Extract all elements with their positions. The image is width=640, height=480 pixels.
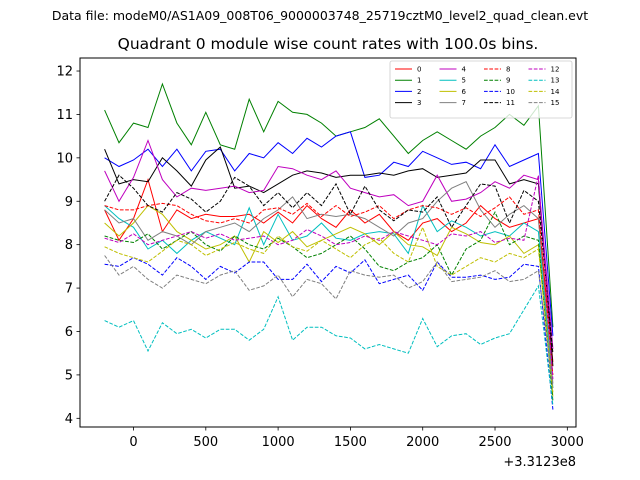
y-tick-label: 9 [65, 195, 73, 210]
legend-label-14: 14 [551, 88, 560, 96]
legend-label-1: 1 [417, 77, 421, 85]
legend-label-10: 10 [506, 88, 515, 96]
series-line-13 [104, 284, 554, 406]
legend-label-0: 0 [417, 66, 421, 74]
x-tick-label: 3000 [551, 435, 584, 450]
series-line-6 [104, 204, 554, 397]
x-axis: 0 500 1000 1500 2000 2500 3000 [129, 427, 584, 450]
series-line-15 [104, 255, 554, 388]
series-line-1 [104, 82, 554, 328]
legend-label-8: 8 [506, 66, 510, 74]
series-line-5 [104, 204, 554, 388]
y-tick-label: 5 [65, 368, 73, 383]
series-line-0 [104, 177, 554, 362]
legend-label-7: 7 [462, 99, 466, 107]
x-tick-label: 1500 [334, 435, 367, 450]
figure-suptitle: Data file: modeM0/AS1A09_008T06_90000037… [52, 8, 588, 23]
series-line-3 [104, 146, 554, 367]
x-tick-label: 0 [129, 435, 137, 450]
series-line-8 [104, 196, 554, 375]
legend-label-12: 12 [551, 66, 560, 74]
x-tick-label: 2000 [406, 435, 439, 450]
legend-box [389, 60, 573, 119]
y-tick-label: 10 [56, 151, 73, 166]
series-line-2 [104, 131, 554, 336]
x-tick-label: 2500 [478, 435, 511, 450]
y-tick-label: 6 [65, 325, 73, 340]
x-tick-label: 1000 [262, 435, 295, 450]
series-line-12 [104, 175, 554, 380]
series-line-7 [104, 181, 554, 384]
series-line-11 [104, 174, 554, 354]
legend-label-6: 6 [462, 88, 467, 96]
series-line-9 [104, 210, 554, 402]
legend-label-9: 9 [506, 77, 510, 85]
y-tick-label: 7 [65, 282, 73, 297]
legend-label-2: 2 [417, 88, 421, 96]
legend-label-4: 4 [462, 66, 467, 74]
plot-frame [79, 57, 577, 428]
legend-label-15: 15 [551, 99, 560, 107]
legend-label-11: 11 [506, 99, 515, 107]
y-tick-label: 12 [56, 65, 73, 80]
y-axis: 4 5 6 7 8 9 10 11 12 [56, 65, 80, 427]
legend-label-5: 5 [462, 77, 466, 85]
y-tick-label: 4 [65, 412, 73, 427]
x-offset-label: +3.3123e8 [503, 455, 576, 470]
legend-label-3: 3 [417, 99, 421, 107]
y-tick-label: 8 [65, 238, 73, 253]
legend-label-13: 13 [551, 77, 560, 85]
series-line-14 [104, 225, 554, 393]
series-layer [104, 82, 554, 410]
series-line-10 [104, 257, 554, 410]
chart-title: Quadrant 0 module wise count rates with … [118, 35, 539, 53]
y-tick-label: 11 [56, 108, 73, 123]
x-tick-label: 500 [193, 435, 218, 450]
series-line-4 [104, 139, 554, 349]
